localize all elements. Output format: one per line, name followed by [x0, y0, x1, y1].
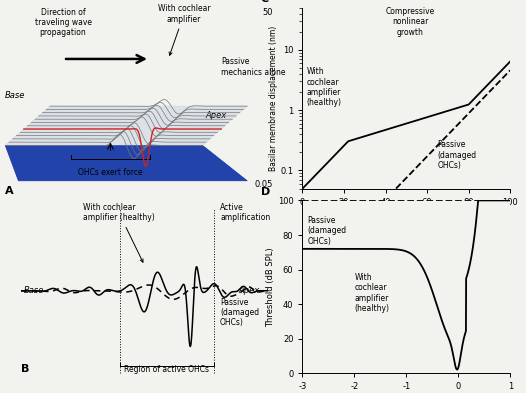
- Text: B: B: [21, 364, 29, 374]
- Text: Passive
(damaged
OHCs): Passive (damaged OHCs): [220, 298, 259, 327]
- Text: Base: Base: [5, 91, 26, 100]
- Text: Apex: Apex: [239, 286, 260, 295]
- Text: With cochlear
amplifier (healthy): With cochlear amplifier (healthy): [83, 203, 155, 262]
- Text: With
cochlear
amplifier
(healthy): With cochlear amplifier (healthy): [355, 273, 389, 313]
- Y-axis label: Threshold (dB SPL): Threshold (dB SPL): [266, 247, 275, 327]
- Text: Passive
mechanics alone: Passive mechanics alone: [221, 57, 286, 77]
- Text: OHCs exert force: OHCs exert force: [78, 168, 143, 177]
- Text: Apex: Apex: [205, 111, 226, 120]
- Text: Passive
(damaged
OHCs): Passive (damaged OHCs): [308, 216, 347, 246]
- Text: D: D: [261, 187, 270, 197]
- Text: 50: 50: [263, 8, 274, 17]
- Text: Base: Base: [24, 286, 44, 295]
- Text: A: A: [5, 187, 14, 196]
- Text: 0.05: 0.05: [255, 180, 274, 189]
- Text: Active
amplification: Active amplification: [220, 203, 270, 222]
- X-axis label: Stimulus level (dB SPL): Stimulus level (dB SPL): [358, 209, 455, 219]
- Text: Passive
(damaged
OHCs): Passive (damaged OHCs): [438, 140, 477, 170]
- Polygon shape: [5, 145, 247, 181]
- Text: Direction of
traveling wave
propagation: Direction of traveling wave propagation: [35, 7, 92, 37]
- Text: Compressive
nonlinear
growth: Compressive nonlinear growth: [386, 7, 435, 37]
- Y-axis label: Basilar membrane displacement (nm): Basilar membrane displacement (nm): [268, 26, 278, 171]
- Text: With cochlear
amplifier: With cochlear amplifier: [158, 4, 210, 55]
- Text: With
cochlear
amplifier
(healthy): With cochlear amplifier (healthy): [307, 67, 341, 107]
- Text: Region of active OHCs: Region of active OHCs: [125, 365, 209, 374]
- Polygon shape: [5, 106, 247, 145]
- Text: C: C: [261, 0, 269, 4]
